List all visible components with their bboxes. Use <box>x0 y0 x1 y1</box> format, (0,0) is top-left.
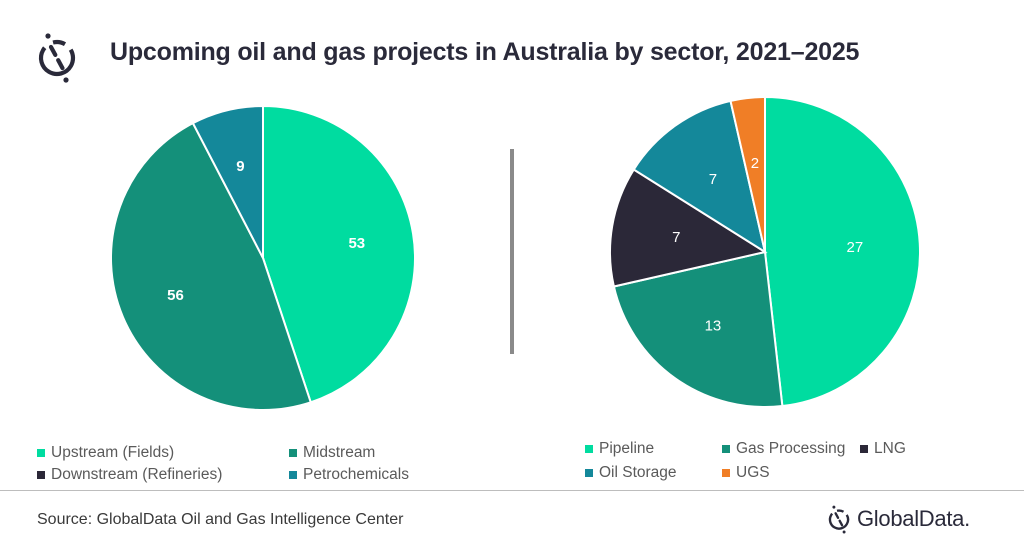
slice-value-label: 56 <box>167 287 184 304</box>
slice-value-label: 2 <box>751 155 759 172</box>
legend-item-midstream: Midstream <box>289 444 375 462</box>
pie-slice-petrochemicals <box>191 104 264 259</box>
pie-slice-lng <box>609 168 768 288</box>
swatch-icon <box>585 445 593 453</box>
legend-item-oil-storage: Oil Storage <box>585 464 677 482</box>
swatch-icon <box>722 469 730 477</box>
legend-label: Downstream (Refineries) <box>51 466 223 483</box>
pie-slice-upstream-fields <box>262 104 416 404</box>
slice-value-label: 7 <box>672 229 680 246</box>
footer-divider <box>0 490 1024 491</box>
legend-label: Oil Storage <box>599 464 677 481</box>
slice-value-label: 7 <box>709 171 717 188</box>
slice-value-label: 27 <box>847 239 864 256</box>
legend-label: LNG <box>874 440 906 457</box>
legend-label: Petrochemicals <box>303 466 409 483</box>
swatch-icon <box>585 469 593 477</box>
legend-label: UGS <box>736 464 770 481</box>
swatch-icon <box>860 445 868 453</box>
brand-logo: GlobalData. <box>826 503 970 535</box>
swatch-icon <box>37 449 45 457</box>
pie-slice-pipeline <box>764 95 921 408</box>
globaldata-logo-icon <box>828 505 850 534</box>
slice-value-label: 53 <box>348 235 365 252</box>
legend-label: Midstream <box>303 444 376 461</box>
legend-label: Upstream (Fields) <box>51 444 175 461</box>
swatch-icon <box>289 449 297 457</box>
swatch-icon <box>37 471 45 479</box>
legend-item-gas-processing: Gas Processing <box>722 440 845 458</box>
legend-label: Gas Processing <box>736 440 846 457</box>
pie-chart-midstream: 27 13 7 7 2 <box>609 95 921 408</box>
pie-chart-sector: 53 56 9 <box>110 104 416 411</box>
legend-label: Pipeline <box>599 440 655 457</box>
pie-slice-oil-storage <box>632 99 767 255</box>
globaldata-logo-icon <box>38 33 76 83</box>
legend-item-pipeline: Pipeline <box>585 440 654 458</box>
legend-item-ugs: UGS <box>722 464 770 482</box>
pie-slice-ugs <box>729 95 766 253</box>
swatch-icon <box>722 445 730 453</box>
brand-name: GlobalData. <box>857 506 970 531</box>
legend-item-petrochemicals: Petrochemicals <box>289 466 409 484</box>
page-title: Upcoming oil and gas projects in Austral… <box>110 38 860 66</box>
slice-value-label: 9 <box>236 158 244 175</box>
source-note: Source: GlobalData Oil and Gas Intellige… <box>37 511 404 528</box>
legend-item-lng: LNG <box>860 440 906 458</box>
swatch-icon <box>289 471 297 479</box>
chart-divider <box>510 149 514 354</box>
legend-item-upstream: Upstream (Fields) <box>37 444 174 462</box>
slice-value-label: 13 <box>705 318 722 335</box>
legend-item-downstream: Downstream (Refineries) <box>37 466 222 484</box>
title-logo <box>34 30 80 84</box>
pie-slice-midstream <box>110 121 313 411</box>
pie-slice-gas-processing <box>612 250 784 408</box>
